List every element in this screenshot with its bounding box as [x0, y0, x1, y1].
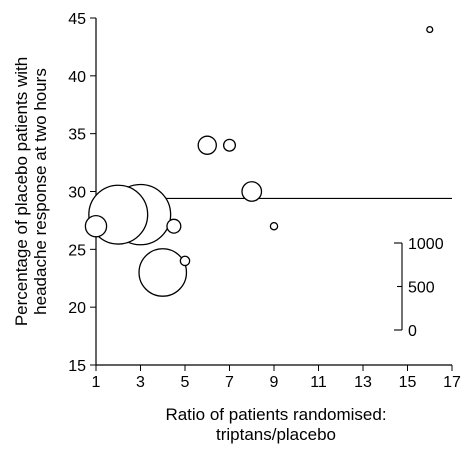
- y-axis-title-line2: headache response at two hours: [31, 68, 50, 315]
- x-tick-label: 11: [310, 374, 327, 391]
- x-tick-label: 13: [354, 374, 372, 391]
- x-tick-label: 9: [270, 374, 279, 391]
- size-legend-label: 500: [408, 280, 435, 297]
- x-axis-title-line2: triptans/placebo: [216, 425, 336, 444]
- x-tick-label: 7: [225, 374, 234, 391]
- y-tick-label: 45: [68, 11, 86, 28]
- bubble-point: [138, 248, 188, 297]
- x-axis-title-line1: Ratio of patients randomised:: [165, 405, 386, 424]
- y-tick-label: 30: [68, 185, 86, 202]
- x-tick-label: 1: [92, 374, 101, 391]
- bubble-point: [84, 214, 108, 238]
- y-axis-title-line1: Percentage of placebo patients with: [12, 57, 31, 326]
- bubbles: [84, 25, 434, 297]
- x-tick-label: 5: [181, 374, 190, 391]
- size-legend-label: 1000: [408, 236, 444, 253]
- bubble-point: [197, 135, 217, 155]
- y-tick-label: 25: [68, 242, 86, 259]
- x-tick-label: 3: [136, 374, 145, 391]
- y-tick-label: 20: [68, 300, 86, 317]
- bubble-point: [241, 181, 263, 202]
- bubble-point: [222, 138, 237, 152]
- bubble-point: [179, 255, 191, 267]
- size-legend-label: 0: [408, 323, 417, 340]
- x-tick-label: 17: [443, 374, 461, 391]
- y-tick-label: 35: [68, 127, 86, 144]
- axis-labels: Ratio of patients randomised:triptans/pl…: [12, 57, 387, 444]
- x-tick-label: 15: [399, 374, 417, 391]
- bubble-point: [166, 218, 182, 234]
- y-tick-label: 40: [68, 69, 86, 86]
- size-legend: 1000 500 0: [394, 236, 444, 340]
- bubble-point: [269, 221, 279, 231]
- y-tick-label: 15: [68, 358, 86, 375]
- bubble-point: [426, 25, 434, 34]
